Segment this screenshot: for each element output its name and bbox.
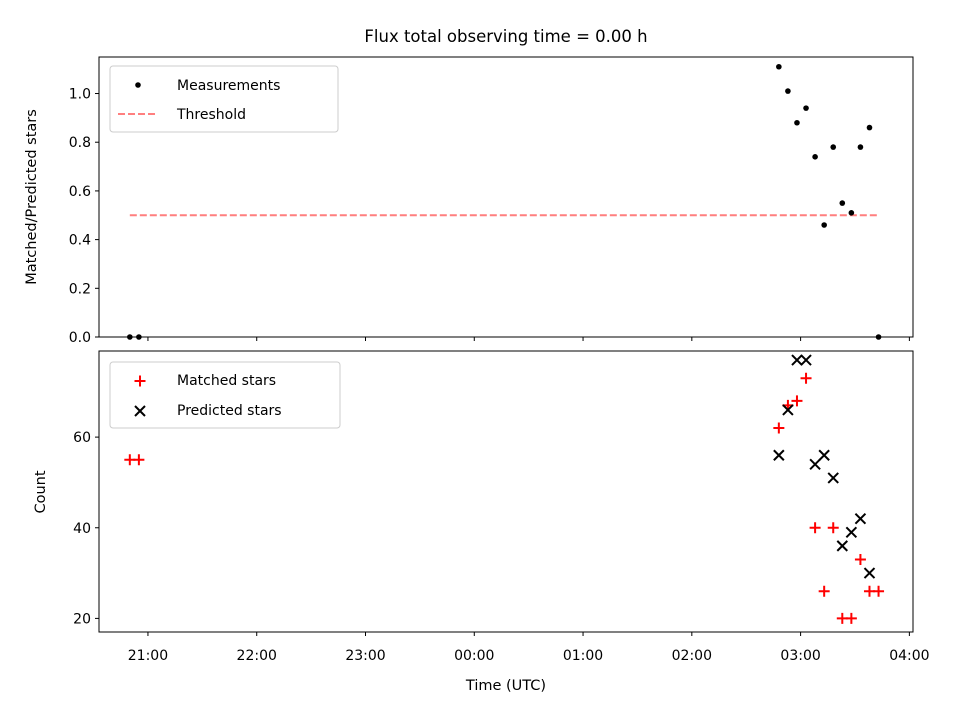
legend-label-matched: Matched stars	[177, 373, 276, 389]
predicted-star-point	[845, 526, 858, 538]
matched-star-point	[809, 522, 821, 534]
bottom-y-tick-label: 40	[73, 521, 91, 537]
predicted-star-point	[800, 354, 812, 366]
matched-star-point	[800, 372, 812, 384]
top-axes: 0.0 0.2 0.4 0.6 0.8 1.0 Measurements Threshold	[69, 56, 914, 346]
bottom-y-axis-label: Count	[33, 470, 49, 513]
measurement-point	[821, 222, 827, 228]
bottom-y-tick-label: 20	[73, 611, 91, 627]
predicted-star-point	[818, 449, 830, 461]
top-y-tick-label: 0.8	[69, 135, 91, 151]
measurement-point	[776, 63, 782, 70]
predicted-star-point	[773, 449, 785, 461]
measurement-point	[866, 124, 873, 131]
top-y-tick-label: 1.0	[69, 87, 91, 103]
top-y-tick-label: 0.6	[69, 184, 91, 200]
x-tick-label: 02:00	[672, 648, 712, 664]
matched-star-point	[818, 585, 830, 597]
top-legend-box	[109, 65, 339, 133]
x-tick-label: 03:00	[780, 648, 820, 664]
measurement-point	[803, 105, 809, 111]
top-y-tick-label: 0.2	[69, 281, 91, 297]
bottom-y-tick-label: 60	[73, 430, 91, 446]
legend-label-measurements: Measurements	[177, 78, 280, 94]
legend-label-predicted: Predicted stars	[177, 403, 282, 419]
predicted-star-point	[863, 567, 876, 579]
matched-star-point	[791, 395, 803, 407]
bottom-axes: 20 40 60 21:00 22:00 23:00 00:00 01:00 02:00 03:0…	[73, 350, 930, 664]
x-tick-label: 04:00	[889, 648, 929, 664]
measurement-point	[794, 119, 800, 126]
measurement-point	[848, 210, 855, 216]
x-axis-label: Time (UTC)	[465, 678, 546, 694]
matched-star-point	[854, 553, 866, 565]
matched-star-point	[845, 612, 857, 624]
bottom-axes-frame	[98, 350, 914, 633]
legend-marker-matched	[134, 375, 146, 387]
bottom-legend-box	[109, 361, 341, 429]
predicted-star-point	[782, 404, 794, 416]
measurement-point	[839, 200, 846, 206]
x-tick-label: 01:00	[563, 648, 603, 664]
matched-star-point	[873, 585, 885, 597]
measurement-point	[857, 144, 864, 150]
legend-marker-measurements	[135, 82, 141, 88]
x-tick-label: 23:00	[345, 648, 385, 664]
predicted-star-point	[827, 472, 839, 484]
predicted-star-point	[809, 458, 821, 471]
top-axes-frame	[98, 56, 914, 338]
bottom-legend: Matched stars Predicted stars	[109, 361, 341, 429]
matched-star-point	[773, 422, 785, 434]
predicted-star-point	[836, 540, 849, 552]
legend-marker-predicted	[134, 405, 146, 417]
top-y-tick-label: 0.0	[69, 330, 91, 346]
measurement-point	[785, 88, 791, 94]
x-tick-label: 21:00	[128, 648, 168, 664]
predicted-star-point	[854, 512, 867, 525]
x-tick-label: 00:00	[454, 648, 494, 664]
matched-star-point	[827, 522, 839, 534]
top-y-axis-label: Matched/Predicted stars	[24, 109, 40, 285]
top-y-tick-label: 0.4	[69, 233, 91, 249]
legend-label-threshold: Threshold	[176, 107, 246, 123]
top-legend: Measurements Threshold	[109, 65, 339, 133]
chart-title: Flux total observing time = 0.00 h	[364, 27, 647, 46]
measurement-point	[830, 144, 837, 150]
measurement-point	[812, 154, 818, 160]
x-tick-label: 22:00	[237, 648, 277, 664]
matched-star-point	[133, 454, 145, 466]
predicted-star-point	[791, 354, 803, 366]
